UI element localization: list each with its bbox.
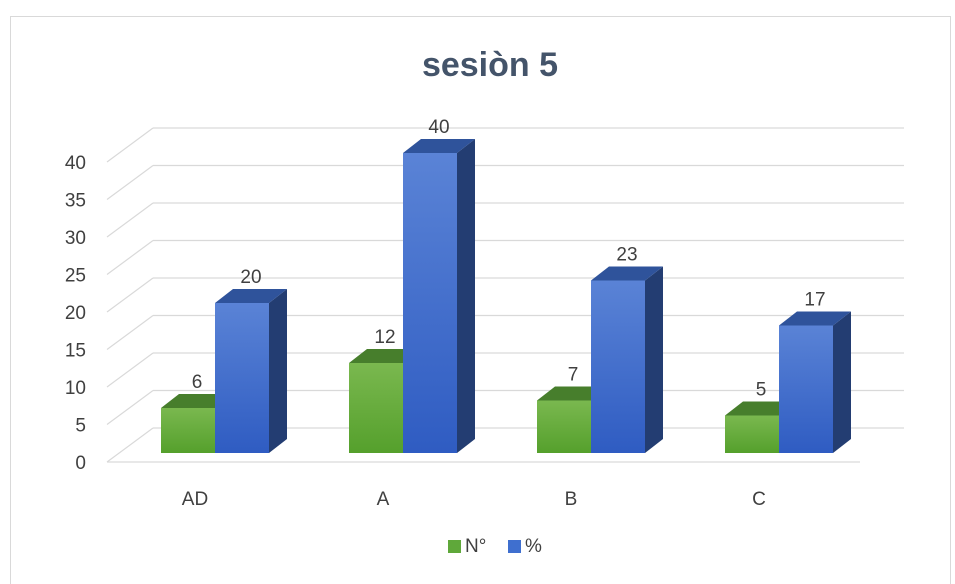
gridline-diagonal [106,202,154,238]
y-tick-label: 20 [65,303,86,324]
x-tick-label: AD [182,489,208,510]
bar-A-pct [403,139,475,453]
data-label: 23 [616,245,637,266]
data-label: 17 [804,290,825,311]
gridline-diagonal [106,240,154,275]
data-label: 12 [374,327,395,348]
bar-front [779,325,833,453]
legend-item: N° [448,536,486,557]
bar-top [779,311,851,326]
gridline-diagonal [106,277,154,313]
chart-title: sesiòn 5 [422,46,558,84]
x-tick-label: B [565,489,578,510]
y-axis-ticks: 0 5 10 15 20 25 30 35 40 [65,153,86,474]
y-tick-label: 35 [65,191,86,212]
legend: N°% [448,536,542,557]
legend-label: % [525,536,542,557]
bar-top [403,139,475,153]
gridline-diagonal [106,165,154,200]
legend-label: N° [465,536,486,557]
gridline-diagonal [106,127,154,163]
data-labels: 6 20 12 40 7 23 5 17 [192,117,826,401]
x-axis-ticks: AD A B C [182,489,766,510]
bar-front [161,408,215,453]
y-tick-label: 25 [65,266,86,287]
bar-B-pct [591,266,663,453]
bar-top [215,289,287,303]
y-tick-label: 0 [75,453,86,474]
chart-frame [10,16,951,584]
bar-front [403,153,457,453]
legend-item: % [508,536,542,557]
data-label: 6 [192,372,203,393]
bar-top [591,266,663,281]
gridline-diagonal [106,352,154,388]
data-label: 5 [756,380,767,401]
bar-side [833,311,851,453]
data-label: 7 [568,365,579,386]
bar-C-pct [779,311,851,453]
x-tick-label: C [752,489,766,510]
data-label: 20 [240,267,261,288]
bar-side [269,289,287,453]
bar-side [645,266,663,453]
bar-front [349,363,403,453]
bars [161,139,851,453]
bar-front [725,415,779,453]
gridline-diagonal [106,315,154,350]
x-tick-label: A [377,489,390,510]
bar-front [215,303,269,453]
legend-swatch [448,540,461,553]
gridline-diagonal [106,427,154,463]
gridline-diagonal [106,390,154,425]
data-label: 40 [428,117,449,138]
legend-swatch [508,540,521,553]
bar-side [457,139,475,453]
y-tick-label: 5 [75,416,86,437]
y-tick-label: 40 [65,153,86,174]
y-tick-label: 30 [65,228,86,249]
bar-front [537,400,591,453]
bar-front [591,280,645,453]
y-tick-label: 15 [65,341,86,362]
y-tick-label: 10 [65,378,86,399]
bar-AD-pct [215,289,287,453]
